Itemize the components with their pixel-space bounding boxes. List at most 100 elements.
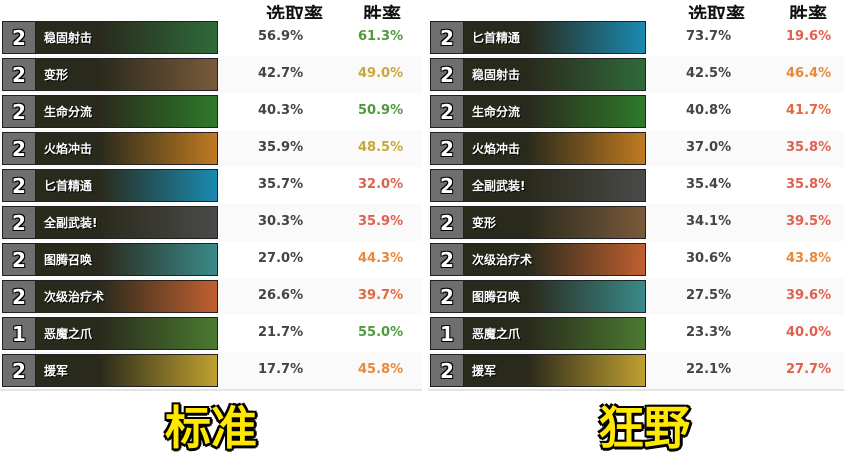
card-tile[interactable]: 2 变形 [430,206,646,239]
card-tile[interactable]: 2 次级治疗术 [2,280,218,313]
card-tile[interactable]: 2 生命分流 [430,95,646,128]
card-row: 1 恶魔之爪 21.7% 55.0% [0,315,422,354]
card-tile[interactable]: 2 全副武装! [2,206,218,239]
card-row: 2 火焰冲击 35.9% 48.5% [0,130,422,169]
mana-cost: 2 [431,96,464,127]
pick-rate: 37.0% [686,140,732,155]
pick-rate: 22.1% [686,362,732,377]
pick-rate: 35.4% [686,177,732,192]
mana-cost: 2 [431,133,464,164]
card-tile[interactable]: 2 援军 [2,354,218,387]
card-tile[interactable]: 2 匕首精通 [2,169,218,202]
win-rate: 45.8% [358,362,404,377]
card-tile[interactable]: 2 生命分流 [2,95,218,128]
card-name: 全副武装! [472,179,526,193]
wild-label: 狂野 [598,401,690,455]
pick-rate: 35.7% [258,177,304,192]
card-tile[interactable]: 1 恶魔之爪 [430,317,646,350]
card-row: 2 匕首精通 35.7% 32.0% [0,167,422,206]
card-row: 1 恶魔之爪 23.3% 40.0% [428,315,844,354]
card-name: 次级治疗术 [472,253,533,267]
mana-cost: 2 [431,22,464,53]
card-name: 恶魔之爪 [472,327,521,341]
pick-rate: 42.7% [258,66,304,81]
standard-label: 标准 [165,401,257,455]
mana-cost: 2 [431,59,464,90]
card-tile[interactable]: 2 援军 [430,354,646,387]
win-rate: 48.5% [358,140,404,155]
card-tile[interactable]: 2 匕首精通 [430,21,646,54]
mana-cost: 2 [3,96,36,127]
card-row: 2 援军 17.7% 45.8% [0,352,422,391]
mana-cost: 2 [3,281,36,312]
mana-cost: 2 [3,244,36,275]
pick-rate: 34.1% [686,214,732,229]
win-rate: 50.9% [358,103,404,118]
win-rate: 43.8% [786,251,832,266]
card-name: 图腾召唤 [44,253,93,267]
win-rate: 55.0% [358,325,404,340]
card-name: 火焰冲击 [472,142,521,156]
card-name: 援军 [44,364,69,378]
card-name: 生命分流 [472,105,521,119]
card-name: 次级治疗术 [44,290,105,304]
card-tile[interactable]: 2 火焰冲击 [430,132,646,165]
mana-cost: 2 [431,281,464,312]
card-tile[interactable]: 2 火焰冲击 [2,132,218,165]
mana-cost: 2 [3,59,36,90]
card-tile[interactable]: 2 变形 [2,58,218,91]
pick-rate: 40.3% [258,103,304,118]
win-rate: 49.0% [358,66,404,81]
card-row: 2 稳固射击 42.5% 46.4% [428,56,844,95]
mana-cost: 2 [431,355,464,386]
win-rate: 44.3% [358,251,404,266]
mana-cost: 2 [3,355,36,386]
card-name: 变形 [472,216,497,230]
card-name: 全副武装! [44,216,98,230]
card-tile[interactable]: 2 稳固射击 [430,58,646,91]
card-row: 2 生命分流 40.8% 41.7% [428,93,844,132]
card-name: 生命分流 [44,105,93,119]
card-row: 2 图腾召唤 27.5% 39.6% [428,278,844,317]
pick-rate: 35.9% [258,140,304,155]
pick-rate: 27.5% [686,288,732,303]
mana-cost: 2 [431,170,464,201]
win-rate: 32.0% [358,177,404,192]
card-row: 2 变形 42.7% 49.0% [0,56,422,95]
card-name: 稳固射击 [472,68,521,82]
card-name: 稳固射击 [44,31,93,45]
card-tile[interactable]: 2 稳固射击 [2,21,218,54]
pick-rate: 27.0% [258,251,304,266]
card-name: 火焰冲击 [44,142,93,156]
pick-rate: 30.3% [258,214,304,229]
card-row: 2 稳固射击 56.9% 61.3% [0,19,422,58]
win-rate: 19.6% [786,29,832,44]
card-tile[interactable]: 2 图腾召唤 [2,243,218,276]
card-row: 2 全副武装! 30.3% 35.9% [0,204,422,243]
win-rate: 41.7% [786,103,832,118]
pick-rate: 21.7% [258,325,304,340]
win-rate: 61.3% [358,29,404,44]
pick-rate: 23.3% [686,325,732,340]
pick-rate: 26.6% [258,288,304,303]
win-rate: 39.7% [358,288,404,303]
card-name: 匕首精通 [44,179,93,193]
pick-rate: 42.5% [686,66,732,81]
win-rate: 46.4% [786,66,832,81]
card-row: 2 图腾召唤 27.0% 44.3% [0,241,422,280]
win-rate: 35.9% [358,214,404,229]
card-tile[interactable]: 2 全副武装! [430,169,646,202]
pick-rate: 56.9% [258,29,304,44]
card-tile[interactable]: 2 次级治疗术 [430,243,646,276]
mana-cost: 2 [3,133,36,164]
win-rate: 39.5% [786,214,832,229]
pick-rate: 30.6% [686,251,732,266]
card-row: 2 变形 34.1% 39.5% [428,204,844,243]
card-tile[interactable]: 1 恶魔之爪 [2,317,218,350]
card-name: 图腾召唤 [472,290,521,304]
card-tile[interactable]: 2 图腾召唤 [430,280,646,313]
mana-cost: 2 [3,170,36,201]
mana-cost: 2 [3,22,36,53]
win-rate: 27.7% [786,362,832,377]
card-row: 2 火焰冲击 37.0% 35.8% [428,130,844,169]
